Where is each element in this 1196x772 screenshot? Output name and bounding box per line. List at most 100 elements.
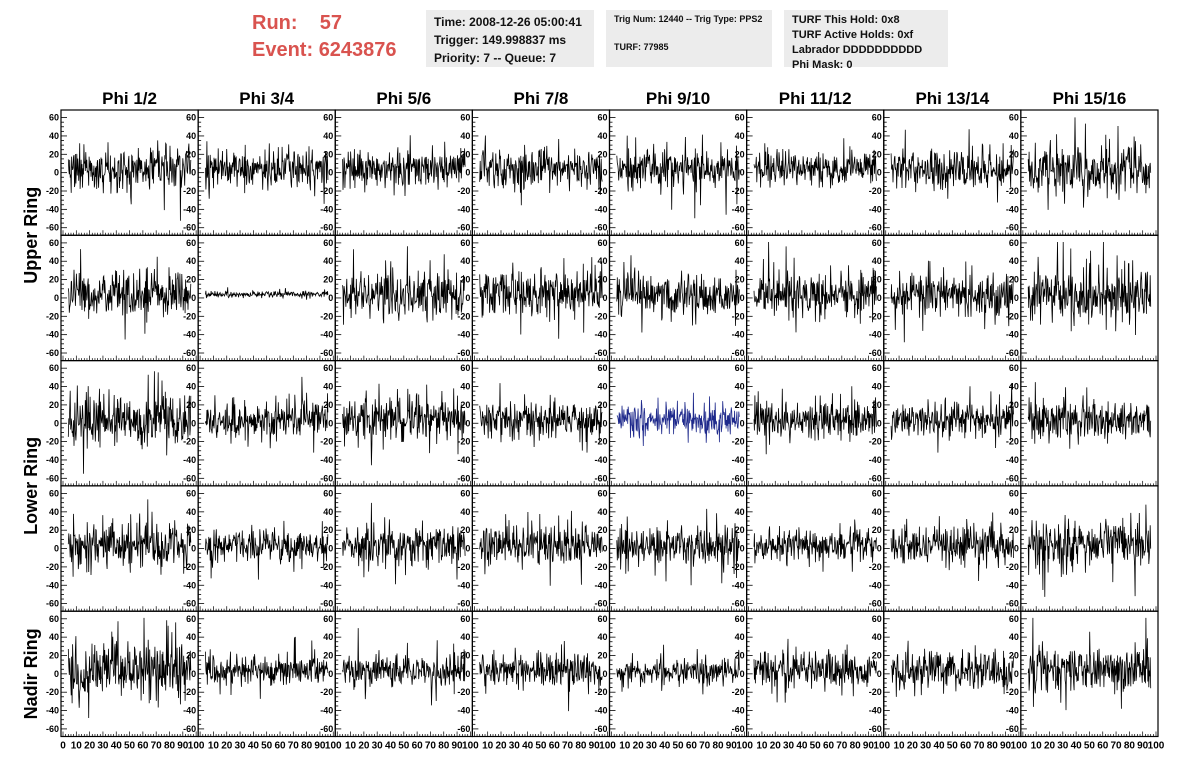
y-tick-label: -20 [457,687,470,697]
y-tick-label: -20 [320,437,333,447]
y-tick-label: -40 [869,330,882,340]
y-tick-label: -20 [457,311,470,321]
y-tick-label: 20 [460,525,470,535]
y-tick-label: 0 [328,418,333,428]
y-tick-label: 20 [49,149,59,159]
y-tick-label: 20 [1009,650,1019,660]
x-tick-label: 30 [920,741,932,752]
y-tick-label: -20 [320,186,333,196]
y-tick-label: -60 [46,599,59,609]
y-tick-label: -60 [869,724,882,734]
y-tick-label: -60 [320,223,333,233]
y-tick-label: -20 [46,311,59,321]
waveform-trace [890,512,1014,582]
waveform-trace [616,508,740,586]
y-tick-label: 40 [735,632,745,642]
y-tick-label: 20 [1009,525,1019,535]
y-tick-label: 20 [460,149,470,159]
x-tick-label: 30 [509,741,521,752]
waveform-panel: -60 -40 -20 0 20 40 60 [46,360,199,487]
y-tick-label: -60 [1006,223,1019,233]
waveform-panel: -60 -40 -20 0 20 40 60 [46,109,199,236]
waveform-panel: -60 -40 -20 0 20 40 60 [183,109,336,236]
x-tick-label: 100 [599,741,616,752]
y-tick-label: 0 [877,669,882,679]
y-tick-label: -60 [594,724,607,734]
y-tick-label: -40 [869,580,882,590]
waveform-trace [342,246,466,325]
y-tick-label: -60 [183,724,196,734]
y-tick-label: -40 [732,455,745,465]
y-tick-label: -20 [1006,437,1019,447]
y-tick-label: -40 [183,580,196,590]
x-tick-label: 90 [589,741,601,752]
y-tick-label: -40 [732,706,745,716]
y-tick-label: 20 [597,400,607,410]
waveform-panel: -60 -40 -20 0 20 40 60 [594,234,748,362]
x-tick-label: 60 [412,741,424,752]
y-tick-label: -20 [1006,687,1019,697]
x-tick-label: 30 [646,741,658,752]
y-tick-label: 20 [323,525,333,535]
y-tick-label: 40 [597,382,607,392]
y-tick-label: 60 [597,363,607,373]
waveform-panel: -60 -40 -20 0 20 40 60 [457,610,611,738]
y-tick-label: 0 [54,168,59,178]
y-tick-label: 20 [872,149,882,159]
x-tick-label: 10 [619,741,631,752]
waveform-trace [479,257,603,339]
y-tick-label: 0 [328,168,333,178]
x-tick-label: 10 [482,741,494,752]
waveform-panel: -60 -40 -20 0 20 40 60 [320,234,473,362]
x-tick-label: 70 [151,741,163,752]
y-tick-label: 60 [1009,363,1019,373]
y-tick-label: 60 [872,238,882,248]
y-tick-label: 40 [872,632,882,642]
y-tick-label: 0 [740,418,745,428]
y-tick-label: -40 [320,204,333,214]
event-label: Event: [252,39,314,61]
y-tick-label: -40 [594,580,607,590]
y-tick-label: -60 [869,599,882,609]
y-tick-label: -40 [183,204,196,214]
waveform-panel: -60 -40 -20 0 20 40 60 [183,360,336,487]
x-tick-label: 100 [325,741,342,752]
y-tick-label: 20 [460,400,470,410]
waveform-trace [342,383,466,466]
y-tick-label: -40 [46,204,59,214]
y-tick-label: 0 [1014,418,1019,428]
y-tick-label: 20 [186,400,196,410]
x-tick-label: 80 [438,741,450,752]
y-tick-label: 40 [49,131,59,141]
y-tick-label: 0 [877,293,882,303]
y-tick-label: -60 [183,473,196,483]
y-tick-label: 60 [460,488,470,498]
y-tick-label: 60 [1009,113,1019,123]
x-tick-label: 40 [111,741,123,752]
x-tick-label: 20 [84,741,96,752]
x-tick-label: 40 [659,741,671,752]
y-tick-label: -20 [457,562,470,572]
y-tick-label: 60 [1009,614,1019,624]
x-tick-label: 60 [686,741,698,752]
y-tick-label: 40 [872,256,882,266]
y-tick-label: 40 [735,131,745,141]
x-tick-label: 80 [987,741,999,752]
y-tick-label: 20 [597,149,607,159]
x-tick-label: 20 [633,741,645,752]
y-tick-label: 0 [465,418,470,428]
y-tick-label: 0 [328,293,333,303]
y-tick-label: 20 [323,650,333,660]
phi-column-title: Phi 1/2 [102,89,157,108]
waveform-trace [479,383,603,453]
y-tick-label: 40 [323,382,333,392]
y-tick-label: 40 [735,507,745,517]
x-tick-label: 100 [1148,741,1165,752]
y-tick-label: 60 [49,363,59,373]
waveform-trace [205,636,329,699]
y-tick-label: 40 [186,256,196,266]
y-tick-label: -20 [732,437,745,447]
waveform-trace [753,519,877,572]
waveform-trace [753,241,877,333]
waveform-panel: -60 -40 -20 0 20 40 60 [320,610,473,738]
